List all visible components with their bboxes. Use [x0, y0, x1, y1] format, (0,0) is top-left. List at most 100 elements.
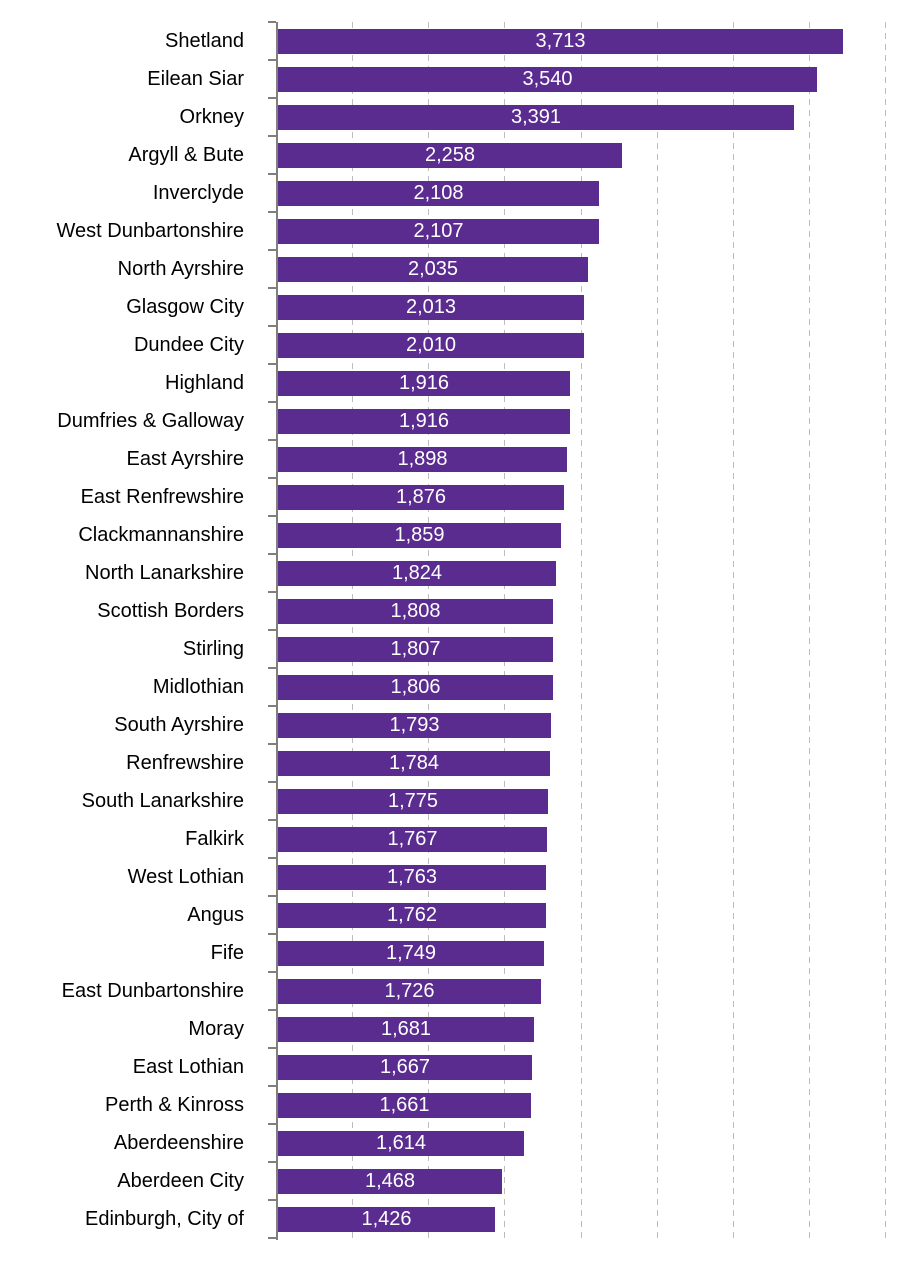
bar-value-label: 1,775 [387, 790, 439, 812]
bar-value-label: 3,540 [522, 68, 573, 90]
category-label: Aberdeenshire [113, 1132, 244, 1154]
bar: 1,859 [278, 523, 561, 548]
bar: 3,391 [278, 105, 794, 130]
bar: 1,916 [278, 409, 570, 434]
category-label: Aberdeen City [117, 1170, 244, 1192]
axis-tick [268, 135, 276, 137]
axis-tick [268, 325, 276, 327]
category-label: Argyll & Bute [128, 144, 244, 166]
category-label: Glasgow City [126, 296, 244, 318]
bar-value-label: 1,916 [398, 410, 450, 432]
category-label: Dumfries & Galloway [57, 410, 244, 432]
axis-tick [268, 401, 276, 403]
category-label: South Lanarkshire [81, 790, 244, 812]
gridline [352, 22, 354, 1238]
axis-tick [268, 211, 276, 213]
bar: 1,793 [278, 713, 551, 738]
axis-tick [268, 1009, 276, 1011]
bar-value-label: 1,762 [386, 904, 438, 926]
bar-value-label: 1,806 [390, 676, 441, 698]
category-label: East Lothian [132, 1056, 244, 1078]
axis-tick [268, 97, 276, 99]
bar: 3,713 [278, 29, 843, 54]
bar-value-label: 1,661 [379, 1094, 430, 1116]
axis-tick [268, 1047, 276, 1049]
axis-tick [268, 477, 276, 479]
category-label: Renfrewshire [126, 752, 244, 774]
axis-tick [268, 173, 276, 175]
bar-value-label: 1,784 [388, 752, 440, 774]
category-label: Inverclyde [152, 182, 244, 204]
axis-tick [268, 59, 276, 61]
bar: 1,806 [278, 675, 553, 700]
axis-tick [268, 667, 276, 669]
axis-tick [268, 857, 276, 859]
axis-tick [268, 1161, 276, 1163]
axis-tick [268, 515, 276, 517]
axis-tick [268, 1123, 276, 1125]
bar: 1,426 [278, 1207, 495, 1232]
bar: 2,010 [278, 333, 584, 358]
bar-value-label: 1,824 [391, 562, 443, 584]
bar-value-label: 1,898 [397, 448, 448, 470]
bar: 1,824 [278, 561, 556, 586]
category-label: North Ayrshire [117, 258, 244, 280]
category-label: Midlothian [152, 676, 244, 698]
bar: 2,013 [278, 295, 584, 320]
bar-value-label: 2,108 [413, 182, 464, 204]
category-label: West Lothian [127, 866, 244, 888]
bar-value-label: 1,726 [384, 980, 435, 1002]
category-label: Angus [187, 904, 244, 926]
bar: 1,876 [278, 485, 564, 510]
gridline [428, 22, 430, 1238]
bar-value-label: 1,767 [387, 828, 438, 850]
axis-tick [268, 363, 276, 365]
bar-value-label: 1,667 [379, 1056, 431, 1078]
axis-tick [268, 781, 276, 783]
bar: 1,775 [278, 789, 548, 814]
axis-tick [268, 1199, 276, 1201]
bar: 1,661 [278, 1093, 531, 1118]
axis-tick [268, 1085, 276, 1087]
bar-value-label: 1,916 [398, 372, 450, 394]
bar: 2,035 [278, 257, 588, 282]
category-label: Perth & Kinross [105, 1094, 244, 1116]
category-label: South Ayrshire [114, 714, 244, 736]
gridline [580, 22, 582, 1238]
category-label: Clackmannanshire [78, 524, 244, 546]
axis-tick [268, 629, 276, 631]
axis-tick [268, 895, 276, 897]
bar-value-label: 2,013 [405, 296, 457, 318]
axis-tick [268, 249, 276, 251]
bar-value-label: 1,876 [395, 486, 447, 508]
category-label: Stirling [182, 638, 244, 660]
bar: 1,667 [278, 1055, 532, 1080]
category-label: East Renfrewshire [80, 486, 244, 508]
category-label: East Dunbartonshire [61, 980, 244, 1002]
category-label: Fife [210, 942, 244, 964]
gridline [732, 22, 734, 1238]
bar-value-label: 1,808 [390, 600, 441, 622]
bar: 1,749 [278, 941, 544, 966]
y-axis-line [276, 22, 278, 1240]
bar-value-label: 3,391 [510, 106, 562, 128]
bar: 1,726 [278, 979, 541, 1004]
axis-tick [268, 287, 276, 289]
gridline [504, 22, 506, 1238]
axis-tick [268, 591, 276, 593]
category-label: Scottish Borders [97, 600, 244, 622]
bar-value-label: 1,614 [375, 1132, 427, 1154]
bar: 1,763 [278, 865, 546, 890]
axis-tick [268, 1237, 276, 1239]
category-label: Shetland [165, 30, 244, 52]
axis-tick [268, 971, 276, 973]
bar-value-label: 1,763 [386, 866, 438, 888]
category-label: Dundee City [133, 334, 244, 356]
gridline [808, 22, 810, 1238]
category-label: Moray [188, 1018, 244, 1040]
axis-tick [268, 21, 276, 23]
category-label: Orkney [179, 106, 244, 128]
bar: 1,762 [278, 903, 546, 928]
